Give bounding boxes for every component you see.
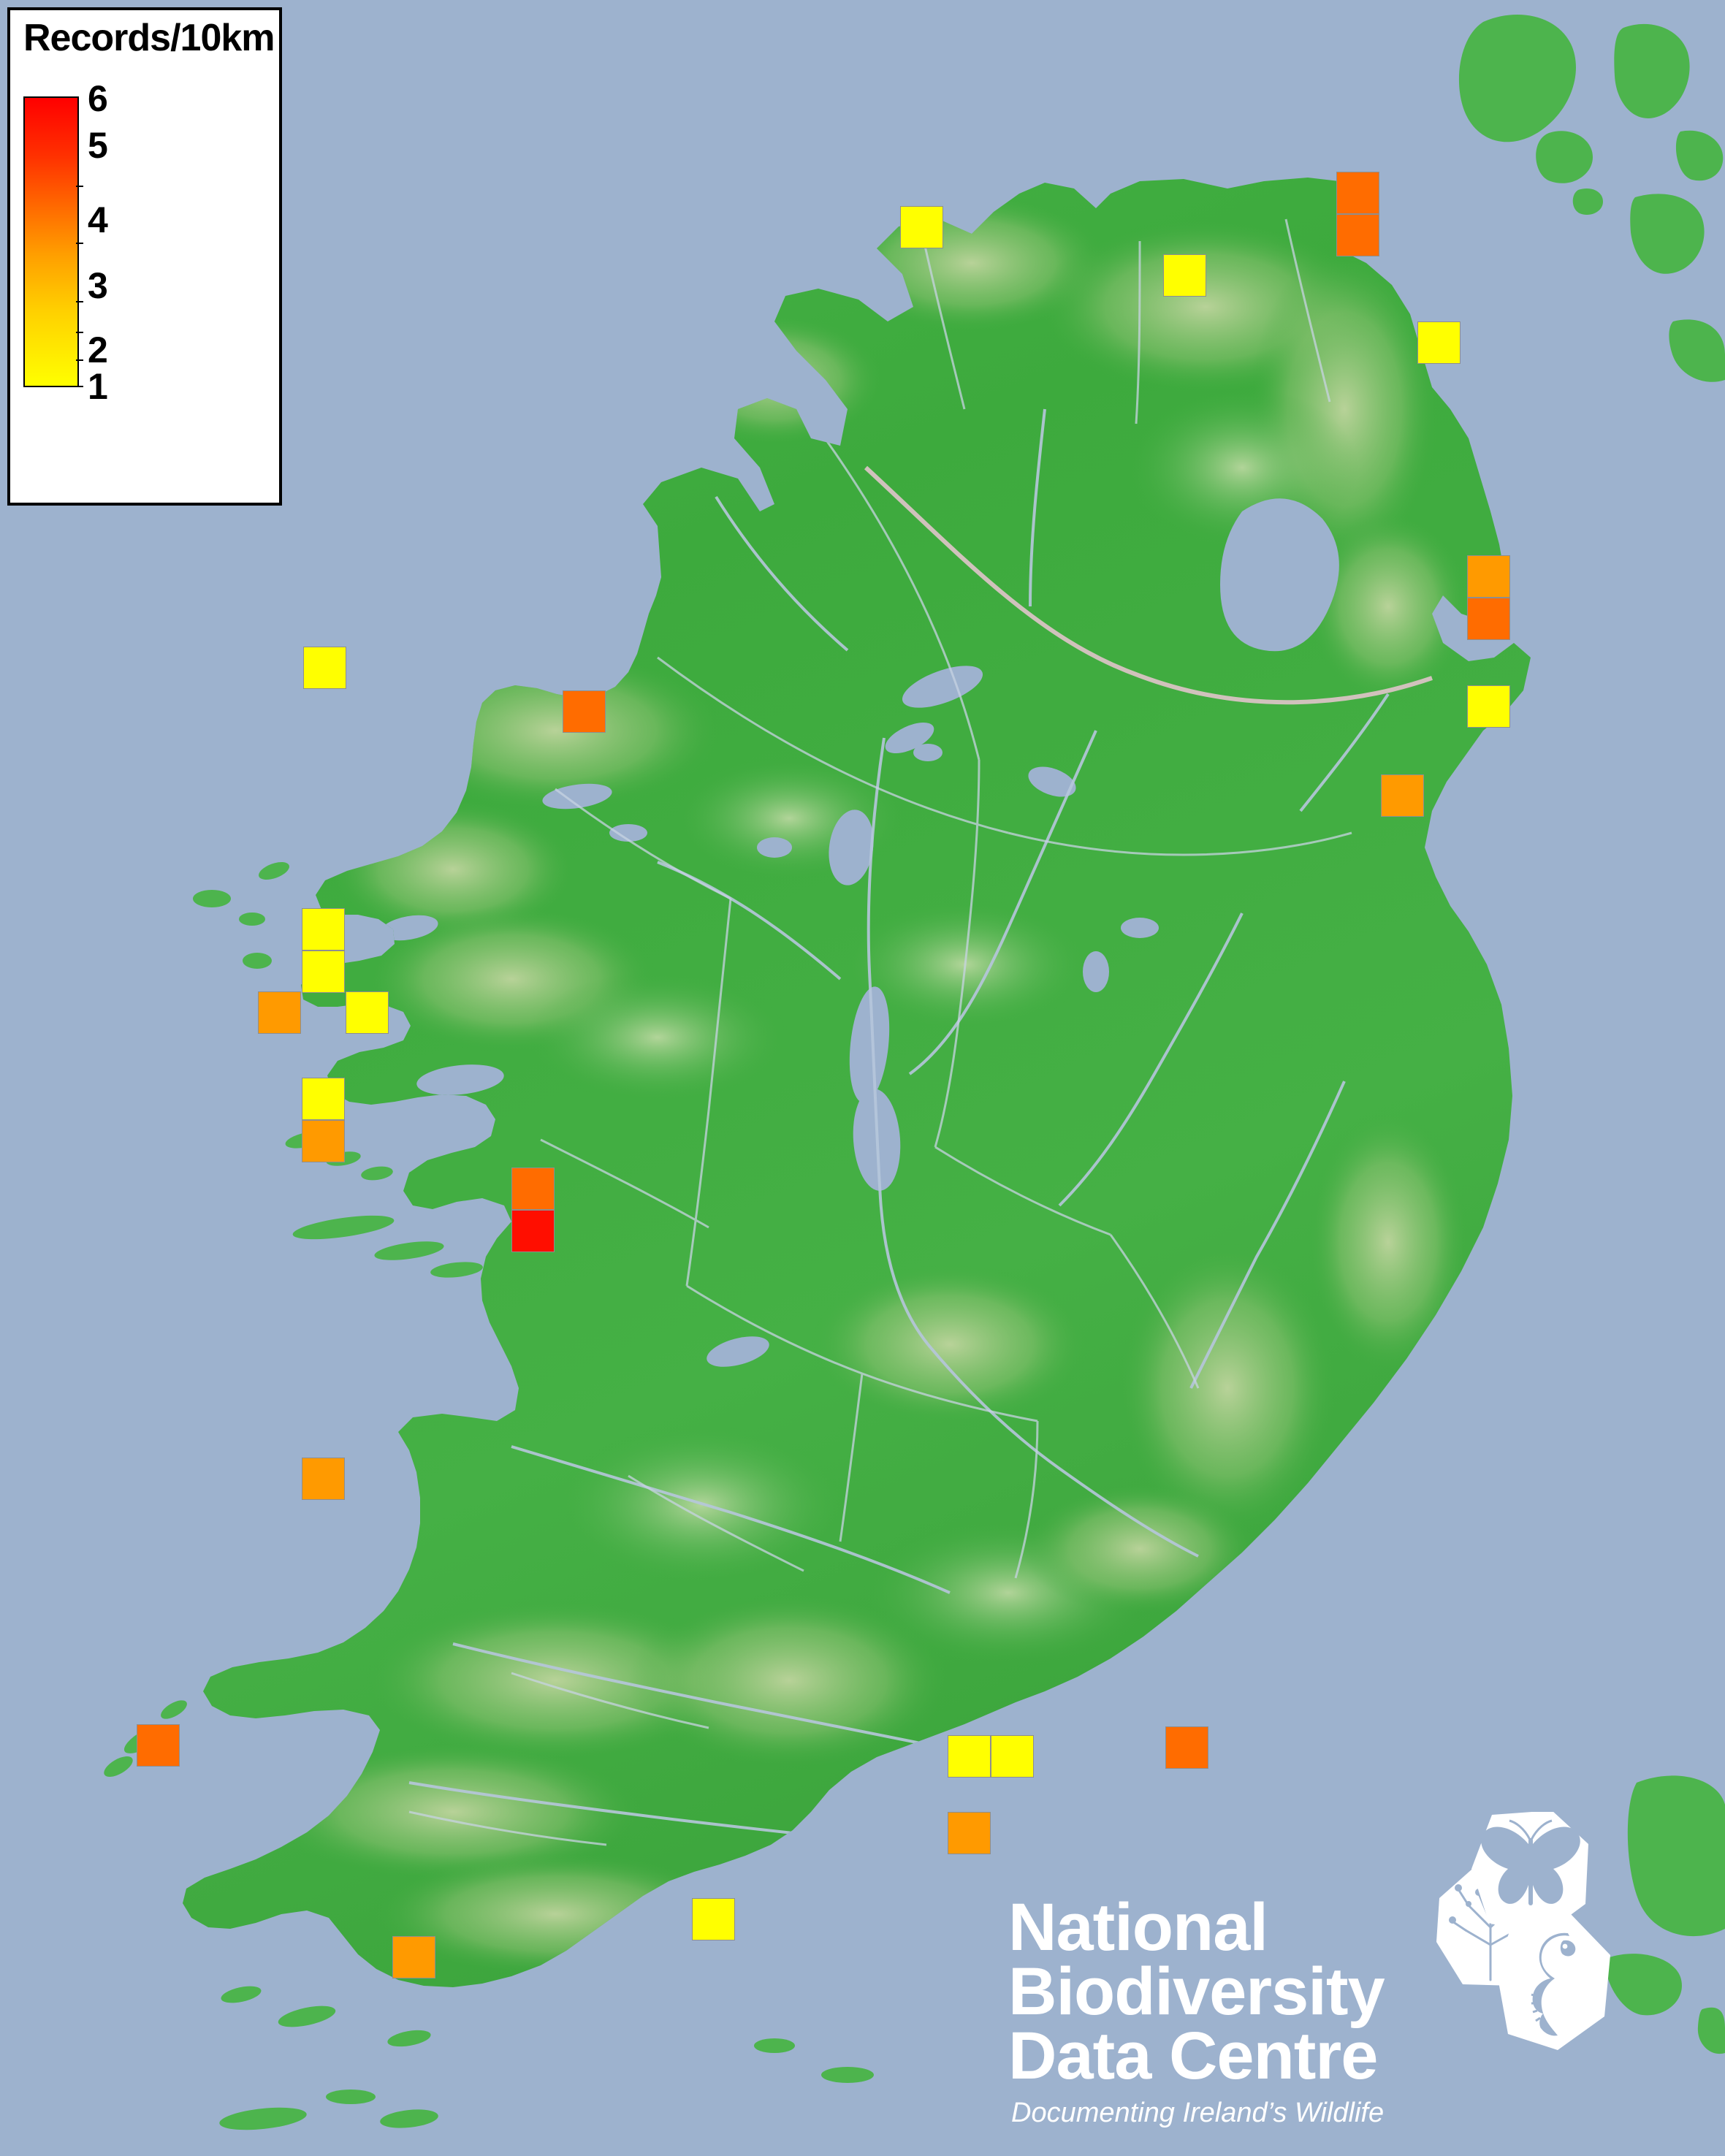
legend-label-1: 1 <box>88 366 108 407</box>
legend-label-4: 4 <box>88 199 108 240</box>
legend-tick-4 <box>76 243 83 244</box>
legend-label-3: 3 <box>88 265 108 306</box>
record-cell <box>302 1120 345 1162</box>
record-cell <box>303 647 346 689</box>
logo-badge-group <box>1436 1812 1610 2050</box>
record-cell <box>1336 172 1379 214</box>
record-cell <box>258 991 301 1034</box>
logo-line-biodiversity: Biodiversity <box>1008 1954 1385 2029</box>
record-cell <box>302 1458 345 1500</box>
legend-color-ramp <box>23 96 79 387</box>
record-cell <box>137 1724 180 1767</box>
record-cell <box>346 991 389 1034</box>
record-cell <box>692 1898 735 1940</box>
logo-tagline: Documenting Ireland’s Wildlife <box>1011 2098 1385 2128</box>
legend-title: Records/10km <box>23 17 275 59</box>
record-cell <box>948 1812 991 1854</box>
legend-label-6: 6 <box>88 78 108 119</box>
legend-tick-5 <box>76 186 83 187</box>
legend-tick-3 <box>76 301 83 302</box>
record-cell <box>1163 254 1206 297</box>
record-cell <box>392 1936 435 1978</box>
legend-label-2: 2 <box>88 330 108 370</box>
record-cell <box>1165 1726 1208 1769</box>
seahorse-icon <box>1496 1914 1610 2050</box>
logo-line-national: National <box>1008 1890 1268 1965</box>
legend-tick-2 <box>76 359 83 361</box>
record-cell <box>302 908 345 951</box>
record-cell <box>511 1210 555 1252</box>
record-cell <box>563 690 606 733</box>
record-cell <box>1417 321 1461 364</box>
record-cell <box>511 1167 555 1210</box>
butterfly-icon <box>1471 1812 1588 1938</box>
record-cell <box>1336 214 1379 256</box>
legend-panel: Records/10km 6 5 4 3 2 1 <box>7 7 282 506</box>
record-cell <box>991 1735 1034 1778</box>
record-cell <box>302 951 345 993</box>
record-cell <box>948 1735 991 1778</box>
record-cell <box>302 1078 345 1120</box>
record-cell <box>900 206 943 248</box>
record-cell <box>1467 555 1510 598</box>
legend-tick-1 <box>76 386 83 387</box>
record-cell <box>1467 685 1510 728</box>
legend-tick-2b <box>76 332 83 333</box>
record-cell <box>1467 598 1510 640</box>
legend-label-5: 5 <box>88 125 108 166</box>
record-cell <box>1381 774 1424 817</box>
nbdc-logo: National Biodiversity Data Centre Docume… <box>1008 1812 1710 2137</box>
logo-line-data-centre: Data Centre <box>1008 2019 1378 2093</box>
